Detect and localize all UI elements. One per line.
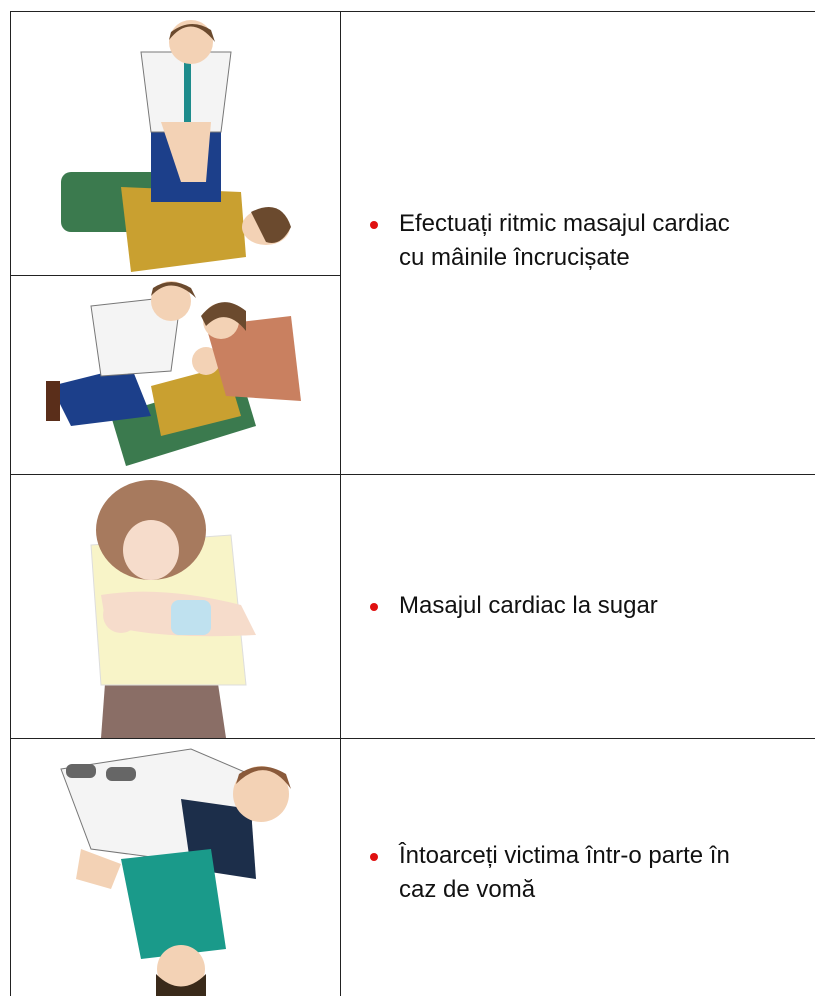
cell-text: Întoarceți victima într-o parte în caz d… <box>370 839 815 907</box>
illustration-recovery-position <box>60 748 291 996</box>
text: caz de vomă <box>399 876 536 903</box>
border <box>10 275 340 276</box>
cell-text: Efectuați ritmic masajul cardiac cu mâin… <box>370 207 815 275</box>
illustration-infant-cpr <box>90 480 256 738</box>
cell-text: Masajul cardiac la sugar <box>370 589 815 623</box>
text: Întoarceți victima într-o parte în <box>399 842 730 869</box>
illustration-cpr-adult <box>61 20 291 272</box>
bullet-item: Efectuați ritmic masajul cardiac cu mâin… <box>370 207 815 275</box>
illustration-cpr-two-rescuers <box>46 281 301 466</box>
text: cu mâinile încrucișate <box>399 244 630 271</box>
bullet-item: Masajul cardiac la sugar <box>370 589 815 623</box>
border <box>10 11 815 12</box>
text: Efectuați ritmic masajul cardiac <box>399 210 730 237</box>
border <box>10 738 815 739</box>
text: Masajul cardiac la sugar <box>399 592 658 619</box>
border <box>10 474 815 475</box>
border <box>10 11 11 996</box>
bullet-item: Întoarceți victima într-o parte în caz d… <box>370 839 815 907</box>
border <box>340 11 341 996</box>
